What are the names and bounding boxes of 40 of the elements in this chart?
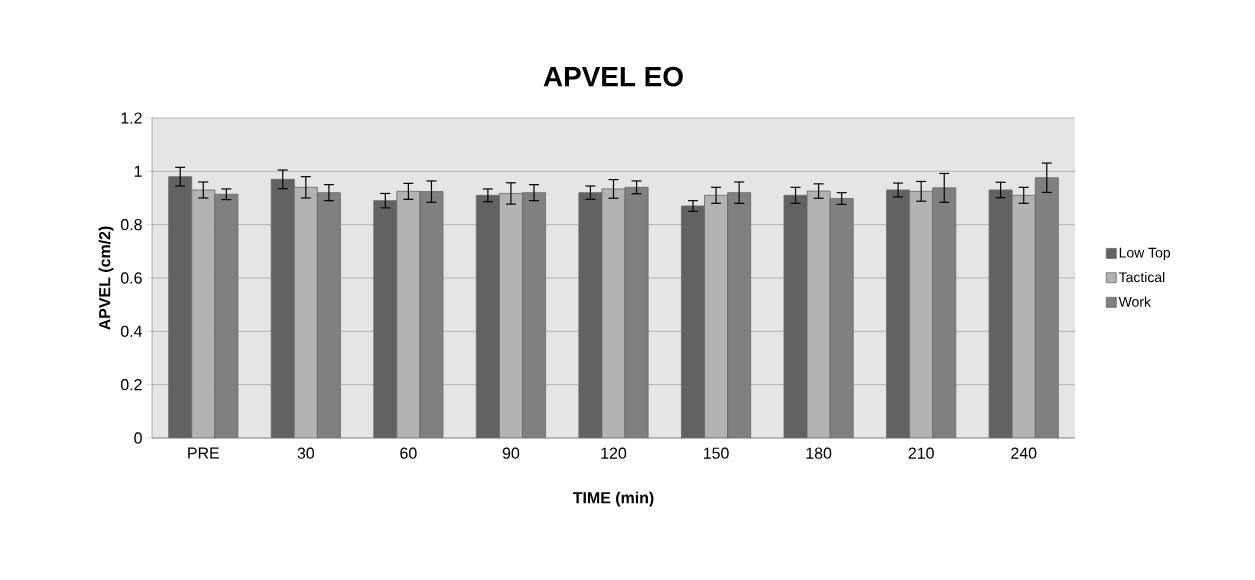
bar: [601, 188, 626, 438]
bar: [932, 187, 957, 438]
bar: [293, 186, 318, 438]
bar: [829, 198, 854, 438]
legend-label: Work: [1118, 296, 1151, 307]
legend-label: Low Top: [1119, 247, 1171, 261]
bar: [214, 193, 239, 438]
chart-title: APVEL EO: [543, 66, 683, 87]
bar: [499, 193, 523, 438]
y-tick-label: 1.2: [121, 112, 142, 124]
bar: [1011, 194, 1036, 438]
bar: [806, 190, 831, 438]
y-tick-label: 0.2: [120, 379, 142, 391]
x-tick-label: 120: [601, 447, 627, 459]
x-tick-label: 60: [400, 447, 417, 459]
y-tick-label: 0.4: [120, 325, 143, 337]
x-tick-label: 240: [1011, 447, 1037, 459]
bar: [727, 192, 752, 438]
x-tick-label: 30: [297, 447, 315, 459]
bar: [1034, 177, 1059, 438]
bar: [522, 192, 546, 438]
x-tick-label: 210: [908, 447, 934, 459]
bar: [396, 190, 421, 438]
bar: [704, 194, 728, 438]
y-tick-label: 1: [134, 165, 142, 177]
x-tick-label: PRE: [188, 447, 219, 459]
bar: [624, 186, 649, 438]
legend-label: Tactical: [1118, 271, 1165, 283]
x-tick-label: 150: [703, 447, 729, 459]
bar: [316, 192, 341, 438]
bar: [419, 191, 444, 438]
y-tick-label: 0.6: [120, 272, 142, 284]
x-tick-label: 90: [502, 447, 520, 459]
y-tick-label: 0: [134, 432, 142, 444]
bar: [909, 190, 934, 438]
y-axis-title: APVEL (cm/2): [98, 226, 114, 330]
x-axis-title: TIME (min): [572, 491, 654, 507]
x-tick-label: 180: [806, 447, 832, 459]
y-tick-label: 0.8: [120, 219, 142, 231]
bar: [191, 189, 216, 438]
